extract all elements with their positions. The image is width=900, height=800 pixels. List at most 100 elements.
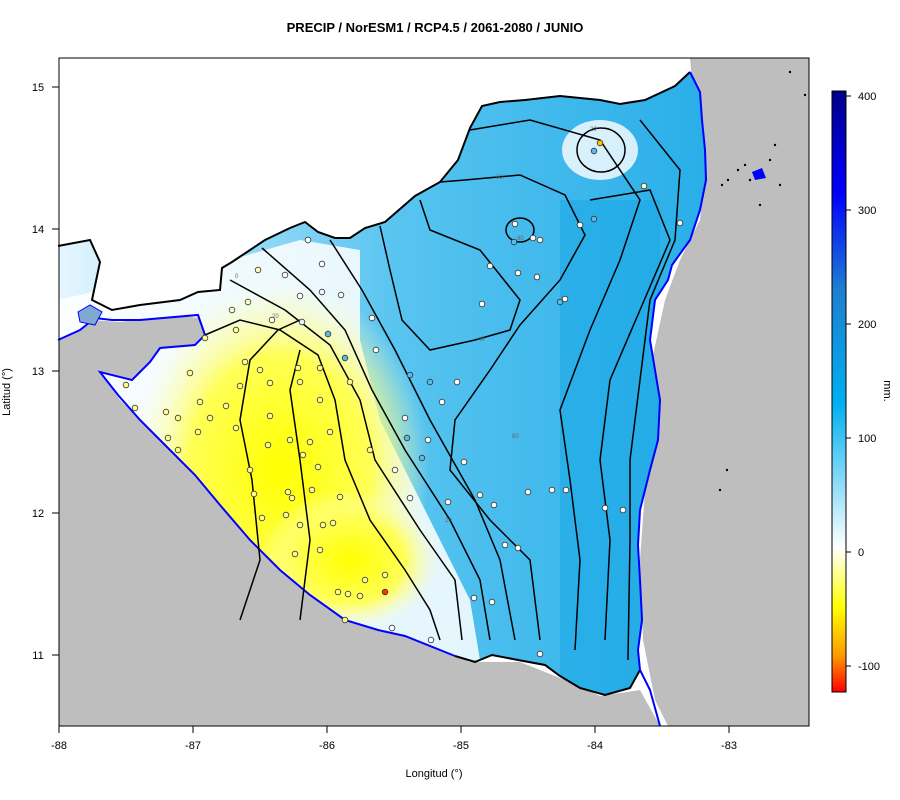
station-marker — [562, 486, 570, 494]
station-marker — [536, 650, 544, 658]
station-marker — [561, 295, 569, 303]
pacific-ocean — [59, 315, 660, 726]
x-tick-label: -86 — [319, 740, 335, 752]
contour-line — [505, 217, 535, 243]
station-marker — [486, 262, 494, 270]
contour-line — [379, 199, 521, 351]
station-marker — [318, 288, 326, 296]
station-markers — [122, 139, 684, 658]
station-marker — [294, 364, 302, 372]
station-marker — [266, 412, 274, 420]
station-marker — [281, 271, 289, 279]
colorbar-tick-label: 0 — [858, 547, 864, 559]
caribbean-sea — [640, 58, 809, 726]
station-marker — [341, 354, 349, 362]
contour-label: 40 — [478, 337, 485, 343]
station-marker — [296, 378, 304, 386]
station-marker — [356, 592, 364, 600]
station-marker — [254, 266, 262, 274]
station-marker — [361, 576, 369, 584]
station-marker — [511, 220, 519, 228]
station-marker — [162, 408, 170, 416]
station-marker — [596, 139, 604, 147]
station-marker — [418, 454, 426, 462]
station-marker — [131, 404, 139, 412]
station-marker — [268, 316, 276, 324]
x-axis-title: Longitud (°) — [406, 768, 463, 780]
station-marker — [424, 436, 432, 444]
station-marker — [319, 521, 327, 529]
station-marker — [366, 446, 374, 454]
station-marker — [372, 346, 380, 354]
station-marker — [438, 398, 446, 406]
station-marker — [391, 466, 399, 474]
station-marker — [250, 490, 258, 498]
station-marker — [381, 588, 389, 596]
contour-line — [576, 127, 626, 173]
station-marker — [206, 414, 214, 422]
station-marker — [334, 588, 342, 596]
station-marker — [548, 486, 556, 494]
station-marker — [306, 438, 314, 446]
contour-label: 80 — [512, 434, 519, 440]
station-marker — [501, 541, 509, 549]
station-marker — [444, 498, 452, 506]
station-marker — [476, 491, 484, 499]
caribbean-islands — [718, 70, 807, 492]
station-marker — [341, 616, 349, 624]
y-tick-label: 15 — [32, 82, 44, 94]
station-marker — [174, 446, 182, 454]
x-tick-label: -87 — [185, 740, 201, 752]
y-tick-label: 11 — [32, 650, 43, 662]
station-marker — [299, 451, 307, 459]
contour-line — [289, 349, 311, 621]
y-tick-label: 13 — [32, 366, 44, 378]
station-marker — [194, 428, 202, 436]
station-marker — [284, 488, 292, 496]
station-marker — [246, 466, 254, 474]
station-marker — [164, 434, 172, 442]
station-marker — [316, 546, 324, 554]
station-marker — [346, 378, 354, 386]
station-marker — [601, 504, 609, 512]
contour-label: 20 — [445, 518, 452, 524]
station-marker — [256, 366, 264, 374]
station-marker — [122, 381, 130, 389]
station-marker — [241, 358, 249, 366]
contour-label: 20 — [272, 314, 279, 320]
contour-label: 80 — [517, 236, 524, 242]
station-marker — [488, 598, 496, 606]
gulf-of-fonseca-island — [77, 304, 103, 326]
station-marker — [314, 463, 322, 471]
colorbar-unit-label: mm. — [881, 380, 893, 401]
contour-label: 20 — [590, 127, 597, 133]
station-marker — [344, 590, 352, 598]
y-tick-label: 14 — [32, 224, 44, 236]
station-marker — [196, 398, 204, 406]
contour-line — [229, 279, 463, 641]
station-marker — [470, 594, 478, 602]
contour-line — [469, 119, 641, 651]
contour-label: 60 — [496, 175, 503, 181]
station-marker — [478, 300, 486, 308]
station-marker — [529, 234, 537, 242]
y-axis-title: Latitud (°) — [1, 368, 13, 416]
station-marker — [388, 624, 396, 632]
station-marker — [403, 434, 411, 442]
station-marker — [676, 219, 684, 227]
station-marker — [201, 334, 209, 342]
station-marker — [514, 269, 522, 277]
station-marker — [524, 488, 532, 496]
station-marker — [316, 396, 324, 404]
station-marker — [318, 260, 326, 268]
y-axis: 11 12 13 14 15 Latitud (°) — [1, 82, 60, 662]
station-marker — [228, 306, 236, 314]
station-marker — [264, 441, 272, 449]
x-tick-label: -83 — [721, 740, 737, 752]
station-marker — [316, 364, 324, 372]
station-marker — [510, 238, 518, 246]
map-title: PRECIP / NorESM1 / RCP4.5 / 2061-2080 / … — [286, 20, 584, 35]
cayos-miskitos — [752, 168, 766, 180]
station-marker — [282, 511, 290, 519]
southern-border — [454, 653, 641, 697]
